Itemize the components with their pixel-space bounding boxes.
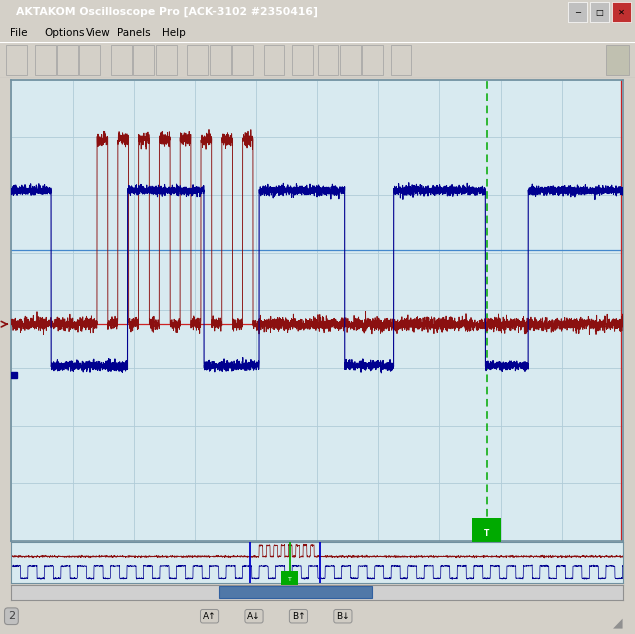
Text: Help: Help xyxy=(162,28,185,38)
Bar xyxy=(6,45,27,75)
Bar xyxy=(362,45,383,75)
Text: T: T xyxy=(288,578,291,583)
Text: View: View xyxy=(86,28,110,38)
Text: ─: ─ xyxy=(575,8,580,16)
Bar xyxy=(340,45,361,75)
Bar xyxy=(318,45,338,75)
Bar xyxy=(612,3,631,22)
Text: ✕: ✕ xyxy=(617,8,625,16)
Bar xyxy=(568,3,587,22)
Bar xyxy=(111,45,132,75)
Text: □: □ xyxy=(596,8,603,16)
Bar xyxy=(292,45,313,75)
Bar xyxy=(187,45,208,75)
Bar xyxy=(57,45,78,75)
Bar xyxy=(210,45,231,75)
Text: A↑: A↑ xyxy=(203,612,217,621)
Text: ◢: ◢ xyxy=(613,616,622,629)
Bar xyxy=(133,45,154,75)
Bar xyxy=(264,45,284,75)
Text: T: T xyxy=(484,529,489,538)
Text: B↓: B↓ xyxy=(336,612,350,621)
Bar xyxy=(156,45,177,75)
Bar xyxy=(391,45,411,75)
Bar xyxy=(219,586,372,598)
Bar xyxy=(590,3,609,22)
Text: File: File xyxy=(10,28,27,38)
Text: Panels: Panels xyxy=(117,28,151,38)
Bar xyxy=(79,45,100,75)
Bar xyxy=(232,45,253,75)
Text: A↓: A↓ xyxy=(247,612,261,621)
Text: Options: Options xyxy=(44,28,85,38)
Bar xyxy=(35,45,56,75)
Text: 2: 2 xyxy=(8,611,15,621)
Text: B↑: B↑ xyxy=(291,612,305,621)
Bar xyxy=(606,45,629,75)
Text: AKTAKOM Oscilloscope Pro [ACK-3102 #2350416]: AKTAKOM Oscilloscope Pro [ACK-3102 #2350… xyxy=(16,7,318,17)
